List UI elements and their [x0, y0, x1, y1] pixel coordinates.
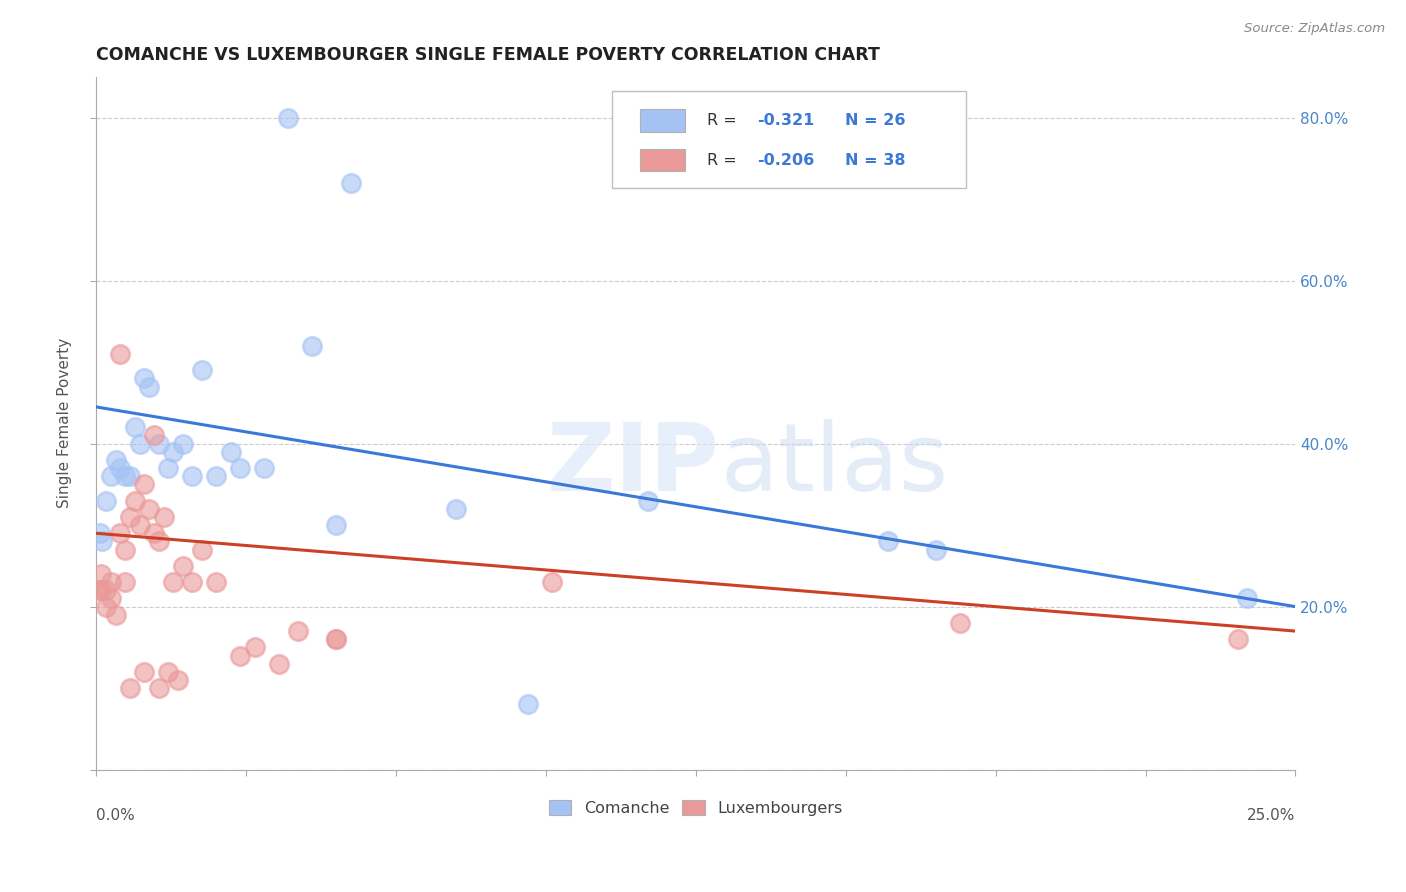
Text: -0.321: -0.321 — [756, 113, 814, 128]
Text: R =: R = — [707, 113, 741, 128]
Point — [120, 510, 142, 524]
Point — [243, 640, 266, 655]
Point — [120, 469, 142, 483]
Point — [949, 615, 972, 630]
Point — [143, 428, 166, 442]
Point — [325, 518, 347, 533]
Point — [94, 599, 117, 614]
Text: COMANCHE VS LUXEMBOURGER SINGLE FEMALE POVERTY CORRELATION CHART: COMANCHE VS LUXEMBOURGER SINGLE FEMALE P… — [97, 46, 880, 64]
Point — [287, 624, 309, 639]
Point — [172, 436, 194, 450]
Point — [339, 176, 361, 190]
Legend: Comanche, Luxembourgers: Comanche, Luxembourgers — [541, 792, 851, 824]
Point — [114, 469, 136, 483]
FancyBboxPatch shape — [612, 91, 966, 187]
Point — [110, 461, 132, 475]
Point — [181, 469, 204, 483]
Text: 0.0%: 0.0% — [97, 808, 135, 822]
Text: ZIP: ZIP — [547, 419, 720, 511]
Point — [517, 698, 540, 712]
Point — [148, 436, 170, 450]
Point — [87, 583, 110, 598]
Point — [124, 420, 146, 434]
Point — [444, 501, 467, 516]
Point — [267, 657, 290, 671]
Point — [100, 591, 122, 606]
Point — [148, 681, 170, 695]
Point — [89, 526, 111, 541]
Text: R =: R = — [707, 153, 741, 168]
Point — [229, 461, 252, 475]
Point — [128, 436, 150, 450]
Point — [876, 534, 898, 549]
Text: -0.206: -0.206 — [756, 153, 814, 168]
Point — [301, 339, 323, 353]
Point — [191, 542, 214, 557]
Point — [114, 542, 136, 557]
Point — [94, 493, 117, 508]
Point — [104, 453, 127, 467]
Point — [637, 493, 659, 508]
Text: 25.0%: 25.0% — [1247, 808, 1295, 822]
Point — [1236, 591, 1258, 606]
Text: atlas: atlas — [720, 419, 948, 511]
FancyBboxPatch shape — [640, 149, 685, 171]
Point — [191, 363, 214, 377]
Point — [114, 575, 136, 590]
Point — [90, 583, 112, 598]
Point — [128, 518, 150, 533]
FancyBboxPatch shape — [640, 110, 685, 132]
Point — [253, 461, 276, 475]
Text: N = 26: N = 26 — [845, 113, 905, 128]
Point — [205, 575, 228, 590]
Point — [157, 665, 180, 679]
Point — [167, 673, 190, 687]
Text: N = 38: N = 38 — [845, 153, 905, 168]
Point — [157, 461, 180, 475]
Point — [143, 526, 166, 541]
Point — [162, 444, 184, 458]
Point — [100, 575, 122, 590]
Point — [152, 510, 174, 524]
Y-axis label: Single Female Poverty: Single Female Poverty — [58, 338, 72, 508]
Point — [91, 534, 114, 549]
Point — [104, 607, 127, 622]
Point — [134, 665, 156, 679]
Point — [134, 477, 156, 491]
Point — [148, 534, 170, 549]
Point — [120, 681, 142, 695]
Point — [325, 632, 347, 647]
Point — [325, 632, 347, 647]
Point — [100, 469, 122, 483]
Point — [277, 111, 299, 125]
Point — [134, 371, 156, 385]
Point — [925, 542, 948, 557]
Point — [1226, 632, 1249, 647]
Point — [94, 583, 117, 598]
Point — [172, 558, 194, 573]
Point — [205, 469, 228, 483]
Point — [138, 501, 160, 516]
Point — [229, 648, 252, 663]
Point — [90, 567, 112, 582]
Point — [138, 379, 160, 393]
Point — [181, 575, 204, 590]
Point — [162, 575, 184, 590]
Text: Source: ZipAtlas.com: Source: ZipAtlas.com — [1244, 22, 1385, 36]
Point — [110, 347, 132, 361]
Point — [219, 444, 242, 458]
Point — [110, 526, 132, 541]
Point — [124, 493, 146, 508]
Point — [541, 575, 564, 590]
